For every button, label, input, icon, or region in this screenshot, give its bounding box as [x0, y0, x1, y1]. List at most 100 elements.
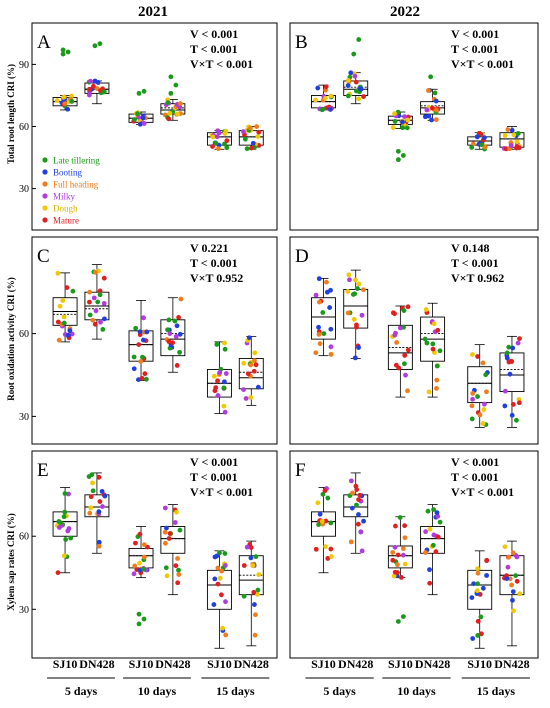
- panel-b-stat-2: T < 0.001: [451, 42, 499, 56]
- data-point: [167, 110, 173, 116]
- data-point: [422, 336, 428, 342]
- data-point: [241, 387, 246, 392]
- panel-a-stat-3: V×T < 0.001: [190, 57, 253, 71]
- legend-item-late-tillering: Late tillering: [42, 156, 100, 166]
- data-point: [358, 529, 364, 535]
- data-point: [434, 377, 440, 383]
- outlier-point: [136, 621, 142, 627]
- data-point: [165, 100, 171, 106]
- data-point: [248, 125, 253, 131]
- data-point: [469, 352, 475, 357]
- outlier-point: [428, 74, 433, 80]
- data-point: [427, 567, 432, 573]
- box-e-1: [84, 472, 110, 554]
- data-point: [175, 556, 180, 561]
- panel-d-stat-2: T < 0.001: [451, 256, 499, 270]
- data-point: [354, 88, 359, 94]
- data-point: [250, 563, 256, 569]
- data-point: [222, 563, 228, 568]
- legend-label-full-heading: Full heading: [53, 180, 99, 190]
- data-point: [97, 288, 103, 294]
- data-point: [96, 543, 102, 549]
- outlier-point: [400, 614, 406, 619]
- data-point: [429, 117, 434, 123]
- box-f-3: [420, 504, 446, 596]
- data-point: [508, 143, 514, 148]
- x-label-sj10-1-1: SJ10: [388, 657, 413, 671]
- data-point: [390, 550, 396, 555]
- data-point: [90, 488, 96, 494]
- box-d-3: [420, 302, 446, 398]
- data-point: [144, 329, 150, 335]
- data-point: [328, 344, 334, 350]
- data-point: [137, 329, 143, 335]
- data-point: [61, 514, 67, 520]
- data-point: [434, 385, 439, 391]
- data-point: [131, 354, 137, 360]
- outlier-point: [395, 148, 401, 154]
- data-point: [426, 389, 432, 395]
- panel-letter-a: A: [37, 32, 51, 53]
- data-point: [509, 127, 515, 133]
- data-point: [253, 554, 259, 560]
- data-point: [434, 107, 439, 113]
- data-point: [475, 570, 481, 576]
- data-point: [177, 527, 183, 533]
- data-point: [317, 341, 323, 347]
- data-point: [469, 403, 475, 409]
- outlier-point: [136, 611, 142, 617]
- data-point: [402, 523, 408, 529]
- data-point: [140, 337, 146, 343]
- data-point: [350, 490, 355, 496]
- data-point: [323, 84, 329, 90]
- data-point: [510, 597, 515, 603]
- data-point: [392, 332, 398, 338]
- panel-letter-f: F: [295, 460, 306, 481]
- data-point: [390, 557, 396, 563]
- data-point: [313, 546, 319, 552]
- panel-d-frame: [289, 236, 539, 445]
- data-point: [321, 331, 327, 336]
- data-point: [57, 303, 63, 309]
- data-point: [346, 78, 351, 83]
- data-point: [254, 592, 260, 597]
- year-title-2021: 2021: [138, 4, 168, 20]
- data-point: [516, 400, 522, 406]
- data-point: [431, 507, 436, 512]
- data-point: [510, 401, 516, 407]
- data-point: [133, 325, 139, 331]
- data-point: [211, 602, 217, 607]
- data-point: [356, 345, 361, 350]
- data-point: [353, 277, 358, 283]
- legend-marker-late-tillering: [42, 157, 48, 163]
- data-point: [246, 335, 252, 341]
- data-point: [222, 551, 228, 556]
- data-point: [355, 286, 360, 291]
- data-point: [167, 531, 173, 536]
- data-point: [479, 142, 485, 148]
- data-point: [354, 487, 360, 492]
- data-point: [172, 520, 178, 525]
- data-point: [87, 510, 93, 516]
- data-point: [424, 340, 430, 346]
- outlier-point: [136, 90, 142, 96]
- box-d-0: [311, 276, 336, 357]
- data-point: [213, 140, 219, 146]
- data-point: [359, 312, 365, 318]
- data-point: [361, 287, 366, 293]
- data-point: [141, 315, 146, 321]
- data-point: [217, 370, 223, 375]
- data-point: [471, 581, 476, 587]
- box-c-3: [160, 296, 186, 373]
- data-point: [480, 421, 486, 426]
- data-point: [517, 336, 522, 342]
- data-point: [328, 520, 334, 526]
- box-e-5: [238, 540, 264, 647]
- outlier-point: [168, 90, 174, 96]
- data-point: [422, 114, 428, 120]
- data-point: [100, 504, 105, 509]
- box-a-5: [238, 124, 264, 152]
- data-point: [162, 505, 168, 511]
